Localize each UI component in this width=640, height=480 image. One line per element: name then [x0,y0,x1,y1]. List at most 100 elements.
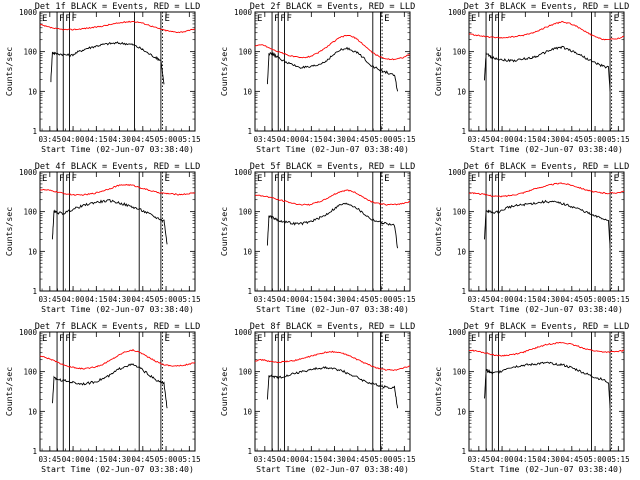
marker-label-f: F [71,14,76,24]
marker-label-f: F [280,174,285,184]
x-tick-label: 04:00 [491,135,514,144]
x-tick-label: 04:45 [347,135,370,144]
x-tick-label: 04:30 [537,135,560,144]
x-tick-label: 04:45 [347,455,370,464]
series-line-lld [39,183,196,196]
detector-panel-1f: Det 1f BLACK = Events, RED = LLD 1 10 100 10… [4,2,201,154]
x-tick-label: 04:00 [277,135,300,144]
panel-title: Det 1f BLACK = Events, RED = LLD [35,2,201,12]
y-tick-label: 10 [457,87,467,96]
marker-label-e: E [164,334,169,344]
x-tick-label: 04:45 [132,455,155,464]
y-tick-label: 10 [28,247,38,256]
marker-label-f: F [65,14,70,24]
x-tick-label: 04:30 [537,455,560,464]
y-tick-label: 100 [452,48,466,57]
series-line-lld [254,189,411,206]
marker-label-f: F [494,14,499,24]
detector-panel-8f: Det 8f BLACK = Events, RED = LLD 1 10 100 10… [219,322,416,474]
x-tick-label: 04:00 [491,455,514,464]
x-tick-label: 04:00 [62,295,85,304]
x-axis-label: Start Time (02-Jun-07 03:38:40) [41,144,194,154]
marker-label-e: E [614,174,619,184]
panel-title: Det 3f BLACK = Events, RED = LLD [464,2,630,12]
x-tick-label: 04:45 [561,135,584,144]
y-tick-label: 100 [238,48,252,57]
marker-label-f: F [494,174,499,184]
marker-label-e: E [471,334,476,344]
marker-label-f: F [59,334,64,344]
y-axis-label: Counts/sec [4,367,14,416]
y-tick-label: 100 [452,208,466,217]
panel-title: Det 2f BLACK = Events, RED = LLD [250,2,416,12]
x-tick-label: 04:00 [62,455,85,464]
y-tick-label: 1 [32,287,37,296]
series-line-events [484,199,611,249]
y-tick-label: 1000 [448,168,467,177]
y-tick-label: 1 [461,287,466,296]
x-tick-label: 04:30 [108,455,131,464]
series-line-events [51,363,168,409]
x-tick-label: 04:15 [300,295,323,304]
x-tick-label: 05:00 [155,295,178,304]
marker-label-f: F [71,334,76,344]
marker-label-f: F [65,334,70,344]
x-tick-label: 04:15 [300,455,323,464]
x-tick-label: 05:15 [607,455,630,464]
panel-title: Det 9f BLACK = Events, RED = LLD [464,322,630,332]
series-line-lld [254,34,411,61]
marker-label-e: E [614,14,619,24]
y-axis-label: Counts/sec [219,367,229,416]
x-axis-label: Start Time (02-Jun-07 03:38:40) [256,304,409,314]
y-tick-label: 1 [461,127,466,136]
marker-label-f: F [488,334,493,344]
x-tick-label: 04:45 [561,295,584,304]
y-tick-label: 100 [23,48,37,57]
x-tick-label: 04:45 [132,295,155,304]
y-tick-label: 1000 [19,328,38,337]
y-tick-label: 100 [452,368,466,377]
x-tick-label: 04:15 [514,135,537,144]
series-line-events [266,46,399,92]
y-tick-label: 1000 [448,8,467,17]
x-tick-label: 04:15 [514,295,537,304]
series-line-events [484,45,611,92]
x-tick-label: 04:00 [277,455,300,464]
marker-label-e: E [384,174,389,184]
y-tick-label: 1 [32,127,37,136]
y-tick-label: 1000 [234,328,253,337]
x-tick-label: 04:00 [277,295,300,304]
panel-title: Det 4f BLACK = Events, RED = LLD [35,162,201,172]
marker-label-f: F [65,174,70,184]
x-tick-label: 04:30 [323,135,346,144]
x-axis-label: Start Time (02-Jun-07 03:38:40) [41,464,194,474]
x-tick-label: 03:45 [468,295,491,304]
marker-label-f: F [71,174,76,184]
series-line-lld [468,341,625,357]
x-tick-label: 04:15 [514,455,537,464]
x-tick-label: 05:00 [584,295,607,304]
x-tick-label: 03:45 [39,455,62,464]
series-line-events [51,198,168,245]
y-tick-label: 1000 [19,168,38,177]
y-axis-label: Counts/sec [433,367,443,416]
y-tick-label: 10 [457,407,467,416]
x-tick-label: 05:00 [155,455,178,464]
marker-label-f: F [286,334,291,344]
y-tick-label: 100 [23,368,37,377]
marker-label-e: E [257,334,262,344]
y-tick-label: 1 [247,447,252,456]
y-tick-label: 10 [457,247,467,256]
x-tick-label: 04:30 [323,295,346,304]
detector-panel-6f: Det 6f BLACK = Events, RED = LLD 1 10 100 10… [433,162,630,314]
marker-label-e: E [42,334,47,344]
marker-label-f: F [274,14,279,24]
x-axis-label: Start Time (02-Jun-07 03:38:40) [41,304,194,314]
x-tick-label: 04:45 [347,295,370,304]
detector-panel-7f: Det 7f BLACK = Events, RED = LLD 1 10 100 10… [4,322,201,474]
marker-label-e: E [164,174,169,184]
x-tick-label: 03:45 [254,295,277,304]
x-tick-label: 04:30 [323,455,346,464]
y-tick-label: 10 [243,407,253,416]
panel-title: Det 8f BLACK = Events, RED = LLD [250,322,416,332]
